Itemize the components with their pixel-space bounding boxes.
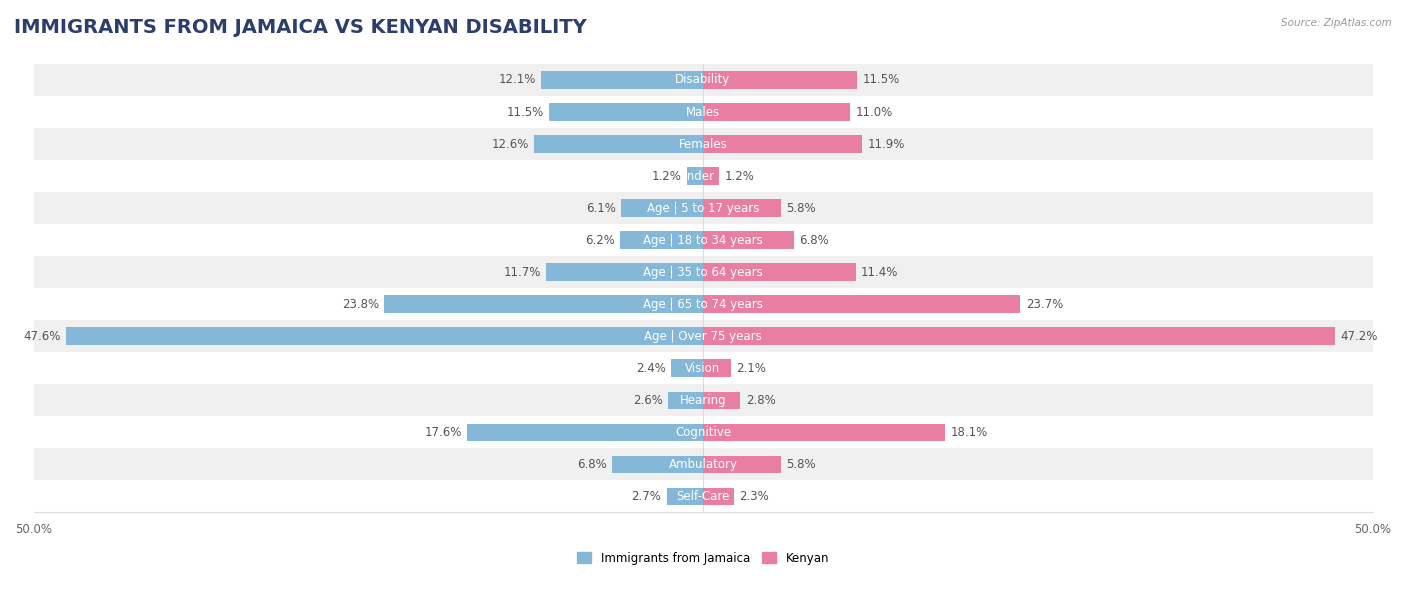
Text: 23.8%: 23.8% (342, 297, 380, 311)
Bar (548, 103, 703, 121)
Bar (34, 480, 1372, 512)
Bar (703, 263, 856, 281)
Bar (703, 200, 780, 217)
Text: 11.0%: 11.0% (856, 105, 893, 119)
Bar (612, 455, 703, 473)
Text: 11.7%: 11.7% (503, 266, 541, 278)
Text: 1.2%: 1.2% (652, 170, 682, 182)
Bar (34, 288, 1372, 320)
Bar (34, 256, 1372, 288)
Bar (703, 135, 862, 153)
Text: Cognitive: Cognitive (675, 426, 731, 439)
Text: 12.6%: 12.6% (492, 138, 529, 151)
Bar (621, 200, 703, 217)
Text: Self-Care: Self-Care (676, 490, 730, 503)
Bar (703, 359, 731, 377)
Text: 2.1%: 2.1% (737, 362, 766, 375)
Bar (703, 327, 1336, 345)
Bar (34, 384, 1372, 416)
Bar (703, 392, 741, 409)
Bar (34, 160, 1372, 192)
Text: Age | Over 75 years: Age | Over 75 years (644, 330, 762, 343)
Text: 11.5%: 11.5% (862, 73, 900, 86)
Bar (34, 192, 1372, 224)
Bar (620, 231, 703, 249)
Text: Age | 5 to 17 years: Age | 5 to 17 years (647, 201, 759, 215)
Text: Ambulatory: Ambulatory (668, 458, 738, 471)
Bar (703, 424, 945, 441)
Text: Vision: Vision (685, 362, 721, 375)
Text: Age | 35 to 64 years: Age | 35 to 64 years (643, 266, 763, 278)
Bar (34, 128, 1372, 160)
Bar (66, 327, 703, 345)
Text: 6.8%: 6.8% (576, 458, 606, 471)
Text: Source: ZipAtlas.com: Source: ZipAtlas.com (1281, 18, 1392, 28)
Bar (547, 263, 703, 281)
Bar (34, 224, 1372, 256)
Bar (671, 359, 703, 377)
Text: 47.6%: 47.6% (22, 330, 60, 343)
Text: Age | 65 to 74 years: Age | 65 to 74 years (643, 297, 763, 311)
Bar (703, 296, 1021, 313)
Text: Disability: Disability (675, 73, 731, 86)
Text: 2.8%: 2.8% (745, 394, 776, 407)
Text: 11.9%: 11.9% (868, 138, 905, 151)
Text: 23.7%: 23.7% (1026, 297, 1063, 311)
Bar (34, 320, 1372, 353)
Text: 2.6%: 2.6% (633, 394, 662, 407)
Bar (703, 231, 794, 249)
Bar (34, 416, 1372, 449)
Bar (703, 167, 718, 185)
Bar (34, 64, 1372, 96)
Text: 2.4%: 2.4% (636, 362, 665, 375)
Text: 11.5%: 11.5% (506, 105, 544, 119)
Bar (703, 71, 858, 89)
Bar (666, 488, 703, 506)
Text: Females: Females (679, 138, 727, 151)
Text: 2.7%: 2.7% (631, 490, 661, 503)
Text: 6.8%: 6.8% (800, 234, 830, 247)
Legend: Immigrants from Jamaica, Kenyan: Immigrants from Jamaica, Kenyan (572, 547, 834, 569)
Text: 18.1%: 18.1% (950, 426, 988, 439)
Bar (703, 103, 851, 121)
Bar (534, 135, 703, 153)
Bar (703, 488, 734, 506)
Text: Hearing: Hearing (679, 394, 727, 407)
Text: 17.6%: 17.6% (425, 426, 463, 439)
Bar (467, 424, 703, 441)
Text: 5.8%: 5.8% (786, 458, 815, 471)
Text: 5.8%: 5.8% (786, 201, 815, 215)
Bar (34, 96, 1372, 128)
Bar (384, 296, 703, 313)
Text: 12.1%: 12.1% (498, 73, 536, 86)
Text: Age | 18 to 34 years: Age | 18 to 34 years (643, 234, 763, 247)
Text: 6.2%: 6.2% (585, 234, 614, 247)
Bar (668, 392, 703, 409)
Text: Males: Males (686, 105, 720, 119)
Text: IMMIGRANTS FROM JAMAICA VS KENYAN DISABILITY: IMMIGRANTS FROM JAMAICA VS KENYAN DISABI… (14, 18, 586, 37)
Bar (688, 167, 703, 185)
Text: 1.2%: 1.2% (724, 170, 754, 182)
Bar (541, 71, 703, 89)
Bar (703, 455, 780, 473)
Text: 47.2%: 47.2% (1340, 330, 1378, 343)
Text: 2.3%: 2.3% (740, 490, 769, 503)
Bar (34, 449, 1372, 480)
Text: 6.1%: 6.1% (586, 201, 616, 215)
Text: Age | Under 5 years: Age | Under 5 years (644, 170, 762, 182)
Bar (34, 353, 1372, 384)
Text: 11.4%: 11.4% (860, 266, 898, 278)
